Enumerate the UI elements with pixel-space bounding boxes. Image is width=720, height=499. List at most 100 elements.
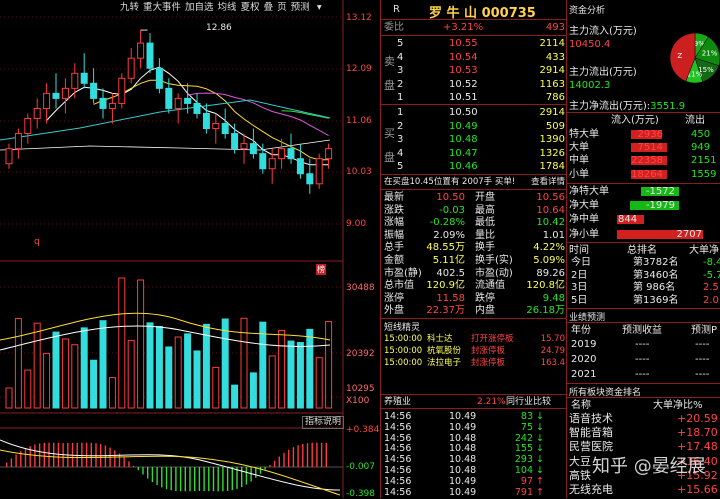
candle[interactable] [99, 88, 107, 119]
tick-price: 10.49 [449, 411, 477, 422]
price-tick: 13.12 [346, 13, 372, 23]
candle[interactable] [146, 33, 154, 74]
candle[interactable] [268, 148, 276, 184]
volume-bar [61, 338, 69, 409]
candle[interactable] [193, 93, 201, 119]
orderbook-row[interactable]: 4 10.54 433 [381, 51, 567, 64]
sector-compare-button[interactable]: 同行业比较 [506, 397, 552, 407]
sector-row[interactable]: 无线充电 +15.66 [567, 483, 720, 496]
toolbar-button-0[interactable]: 九转 [120, 2, 140, 13]
candle[interactable] [155, 58, 163, 94]
news-row[interactable]: 15:00:00 法拉电子 封涨停板 163.4 [381, 357, 567, 370]
ma30-line [281, 110, 329, 119]
stat-label: 市盈(动) [475, 267, 513, 279]
forecast-year: 2020 [571, 354, 597, 365]
flow-in-value: 7514 [637, 142, 663, 154]
mark-badge[interactable]: 榜 [316, 264, 326, 275]
volume-bar [249, 372, 257, 409]
candle[interactable] [221, 108, 229, 139]
candle[interactable] [137, 30, 145, 69]
toolbar-button-5[interactable]: 叠 [263, 2, 274, 13]
flow-in-bar [631, 143, 667, 153]
toolbar-button-3[interactable]: 均线 [217, 2, 237, 13]
candle[interactable] [71, 63, 79, 99]
chevron-down-icon[interactable]: ▾ [316, 2, 322, 13]
candle[interactable] [5, 143, 13, 169]
volume-bar [231, 384, 239, 409]
indicator-help-button[interactable]: 指标说明 [302, 416, 345, 429]
orderbook-row[interactable]: 1 10.51 786 [381, 91, 567, 104]
sector-name: 民营医院 [569, 440, 613, 454]
candle[interactable] [259, 143, 267, 174]
sector-ratio: +17.48 [677, 440, 718, 454]
candle[interactable] [184, 83, 192, 114]
candle[interactable] [296, 143, 304, 179]
candle[interactable] [315, 153, 323, 189]
volume-bar [146, 322, 154, 409]
candle[interactable] [108, 93, 116, 124]
pie-label: 9% [694, 40, 705, 48]
sector-ratio: +15.92 [677, 468, 718, 482]
toolbar-button-1[interactable]: 重大事件 [143, 2, 182, 13]
stat-value: 48.55万 [426, 242, 465, 254]
candle[interactable] [24, 113, 32, 144]
candle[interactable] [212, 113, 220, 144]
candle[interactable] [52, 73, 60, 109]
orderbook-row[interactable]: 1 10.50 2914 [381, 106, 567, 119]
candle[interactable] [118, 73, 126, 109]
sector-label: 养殖业 [384, 397, 412, 407]
candle[interactable] [306, 158, 314, 194]
price-chart[interactable] [0, 0, 380, 498]
candle[interactable] [174, 93, 182, 124]
sector-row[interactable]: 语音技术 +20.59 [567, 412, 720, 425]
candle[interactable] [240, 133, 248, 164]
stat-label: 换手 [475, 242, 495, 254]
orderbook-row[interactable]: 2 10.52 1163 [381, 78, 567, 91]
candle[interactable] [61, 78, 69, 114]
toolbar-button-2[interactable]: 加自选 [185, 2, 214, 13]
orderbook-row[interactable]: 2 10.49 509 [381, 120, 567, 133]
candle[interactable] [278, 138, 286, 169]
orderbook-row[interactable]: 5 10.46 1784 [381, 160, 567, 173]
price-tick: 9.00 [346, 219, 367, 229]
orderbook-level: 3 [397, 65, 404, 77]
candle[interactable] [80, 53, 88, 89]
volume-bar [184, 333, 192, 409]
candle[interactable] [231, 123, 239, 154]
sector-row[interactable]: 民营医院 +17.48 [567, 440, 720, 453]
sector-row[interactable]: 智能音箱 +18.70 [567, 426, 720, 439]
rank-head-big: 大单净 [689, 245, 719, 256]
tape-detail-button[interactable]: 查看详情 [530, 177, 565, 187]
candle[interactable] [202, 103, 210, 134]
candle[interactable] [33, 98, 41, 129]
net-outflow-value: 3551.9 [650, 101, 686, 112]
toolbar-button-7[interactable]: 预测 [290, 2, 310, 13]
candle[interactable] [249, 128, 257, 159]
chart-area[interactable]: 九转 重大事件 加自选 均线 夏权叠页预测 ▾ 13.12 12.09 11.06 10.03… [0, 0, 380, 499]
news-row[interactable]: 15:00:00 科士达 打开涨停板 15.70 [381, 333, 567, 346]
candle[interactable] [90, 68, 98, 104]
candle[interactable] [127, 48, 135, 84]
news-title[interactable]: 短线精灵 [384, 323, 421, 333]
ma120-line [0, 139, 331, 151]
candle[interactable] [325, 143, 333, 169]
candle[interactable] [165, 78, 173, 114]
news-row[interactable]: 15:00:00 杭氧股份 封涨停板 24.79 [381, 345, 567, 358]
toolbar-button-4[interactable]: 夏权 [240, 2, 260, 13]
orderbook-row[interactable]: 3 10.48 1390 [381, 133, 567, 146]
orderbook-row[interactable]: 5 10.55 2114 [381, 37, 567, 50]
sector-row[interactable]: 高铁 +15.92 [567, 469, 720, 482]
candle[interactable] [43, 83, 51, 124]
volume-bar [221, 318, 229, 409]
macd-tick: -0.007 [346, 462, 376, 472]
orderbook-price: 10.51 [449, 92, 478, 104]
rank-row: 今日 第3782名 -8.4 [567, 256, 720, 269]
orderbook-row[interactable]: 4 10.47 1326 [381, 147, 567, 160]
sector-row[interactable]: 大豆 +16.40 [567, 455, 720, 468]
tick-price: 10.49 [449, 421, 477, 433]
orderbook-row[interactable]: 3 10.53 2914 [381, 64, 567, 77]
outflow-label: 主力流出(万元) [569, 67, 637, 78]
candle[interactable] [287, 133, 295, 164]
candle[interactable] [14, 128, 22, 159]
toolbar-button-6[interactable]: 页 [277, 2, 287, 13]
